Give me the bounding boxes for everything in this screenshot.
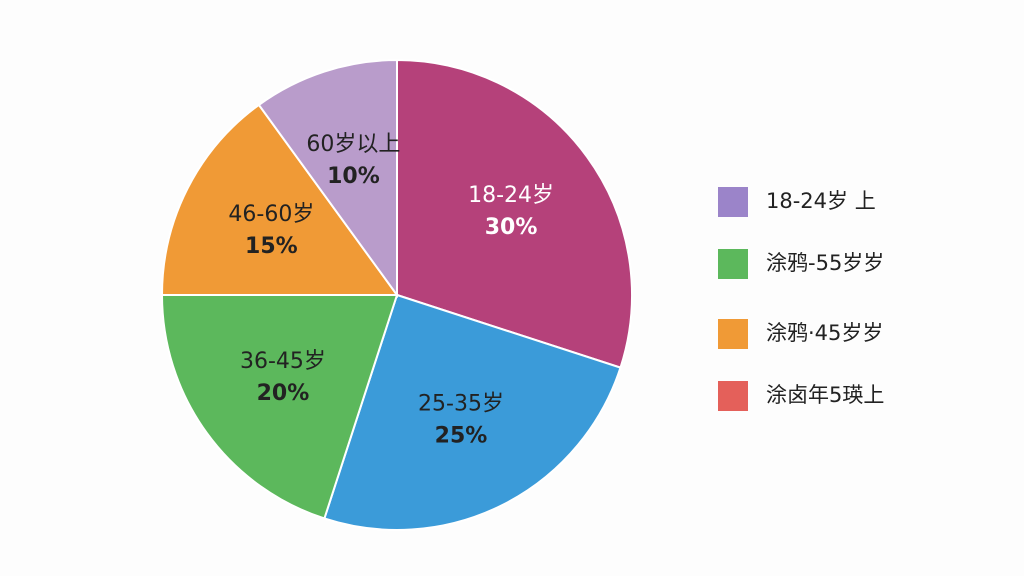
legend-swatch <box>718 381 748 411</box>
legend-label: 18-24岁 上 <box>766 189 876 213</box>
legend-label: 涂卤年5瑛上 <box>766 383 884 407</box>
legend-swatch <box>718 187 748 217</box>
slice-name: 36-45岁 <box>240 349 326 374</box>
legend-label: 涂鸦·45岁岁 <box>766 321 883 345</box>
pie-slice <box>323 293 622 531</box>
pie-slice <box>160 294 399 520</box>
pie-slice <box>257 58 398 299</box>
slice-name: 18-24岁 <box>468 183 554 208</box>
slice-name: 46-60岁 <box>228 202 314 227</box>
legend-label: 涂鸦-55岁岁 <box>766 251 884 275</box>
legend-swatch <box>718 319 748 349</box>
legend-swatch <box>718 249 748 279</box>
slice-value: 25% <box>435 424 488 449</box>
slice-value: 15% <box>245 234 298 259</box>
slice-value: 20% <box>257 381 310 406</box>
pie-slice <box>396 58 633 369</box>
pie-slice <box>160 103 399 296</box>
slice-name: 60岁以上 <box>306 132 400 157</box>
slice-value: 10% <box>327 164 380 189</box>
slice-name: 25-35岁 <box>418 392 504 417</box>
slice-value: 30% <box>485 215 538 240</box>
